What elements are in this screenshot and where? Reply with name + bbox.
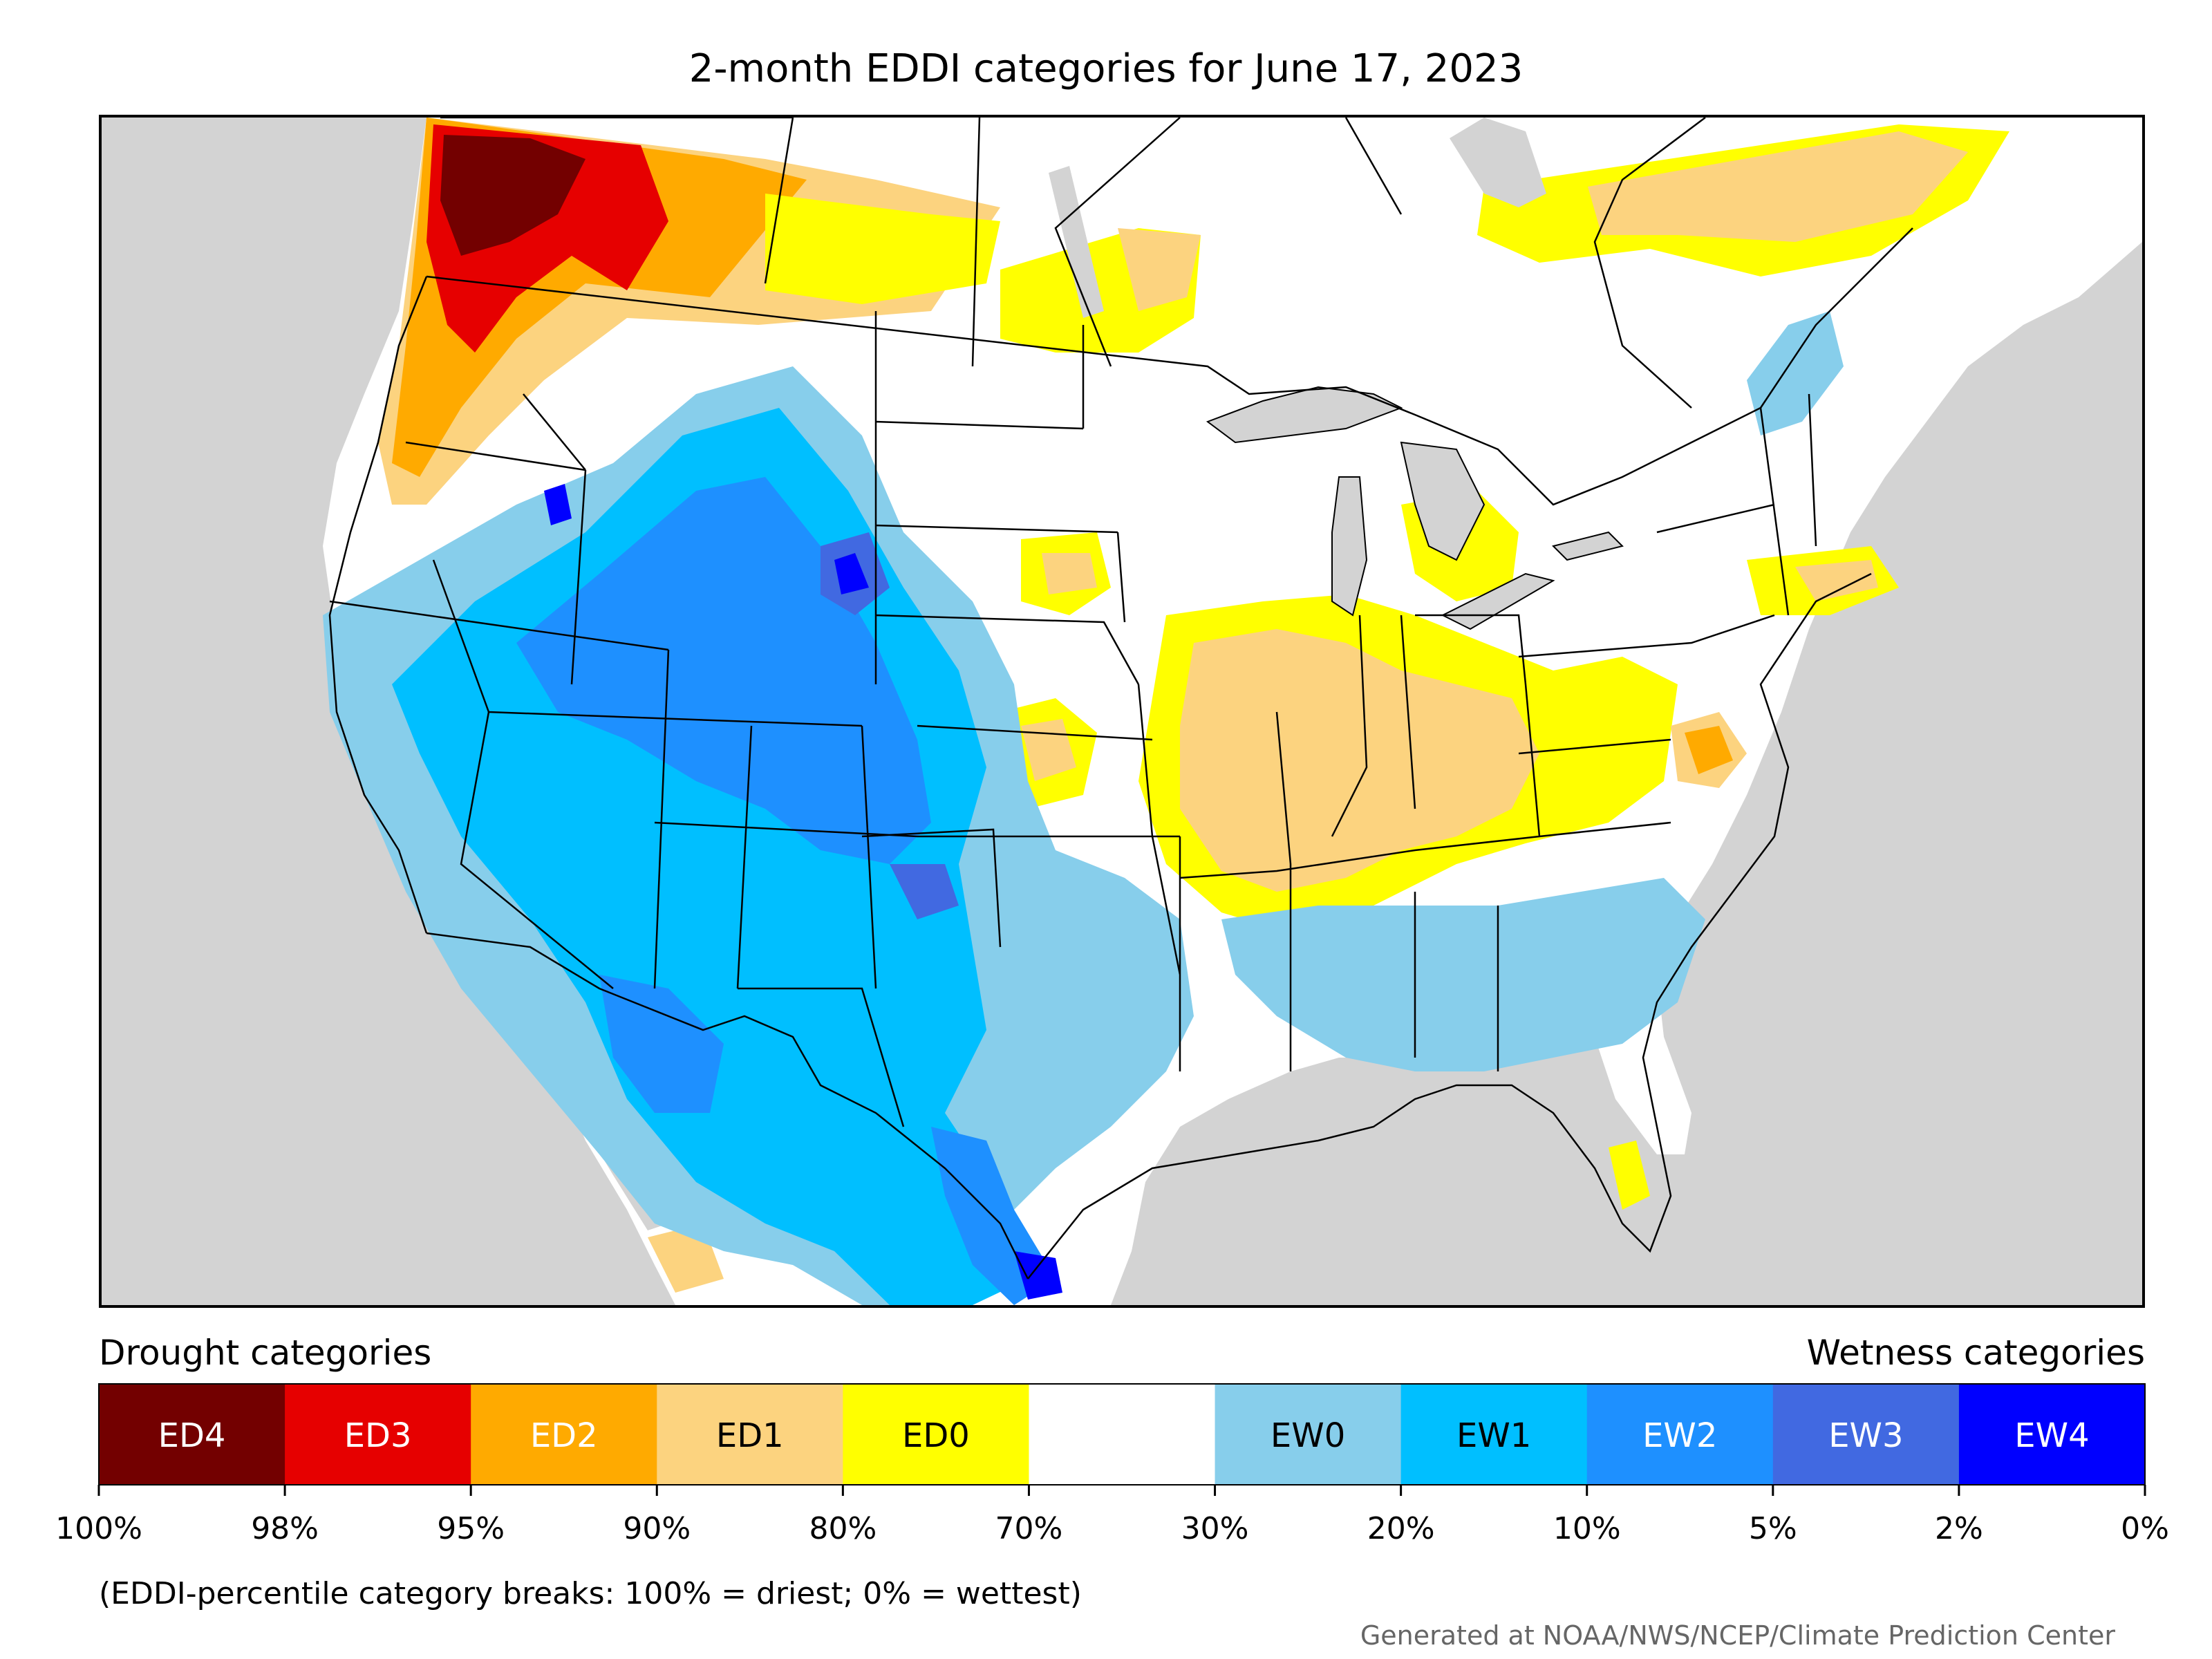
drought-canada-ed0	[765, 194, 1000, 304]
canada-provinces	[440, 118, 1706, 409]
state-lines-west	[329, 393, 1002, 1127]
lake-michigan	[1331, 476, 1368, 617]
legend-label-ed3: ED3	[344, 1416, 412, 1455]
legend-tick-label: 10%	[1553, 1511, 1621, 1546]
lake-superior	[1206, 386, 1403, 444]
legend-tick-label: 30%	[1181, 1511, 1249, 1546]
legend-swatch-ed1	[657, 1384, 843, 1485]
drought-florida-ed0	[1609, 1141, 1650, 1210]
drought-bc-ed4	[440, 135, 585, 256]
wetness-categories-label: Wetness categories	[1806, 1333, 2145, 1373]
credit-text: Generated at NOAA/NWS/NCEP/Climate Predi…	[1360, 1620, 2115, 1651]
legend-tick-label: 2%	[1935, 1511, 1983, 1546]
wet-northeast-ew0	[1747, 311, 1844, 435]
lake-ontario	[1552, 531, 1624, 561]
wet-panhandle-ew3	[890, 864, 959, 919]
drought-virginia-ed2	[1685, 726, 1733, 774]
legend-swatch-ed0	[843, 1384, 1029, 1485]
coastline-gulf	[1027, 572, 1872, 1280]
legend-tick-label: 80%	[809, 1511, 877, 1546]
legend-tick-label: 5%	[1749, 1511, 1797, 1546]
drought-manitoba-ed1	[1118, 228, 1201, 311]
wet-colorado-ew4	[834, 553, 869, 594]
drought-sd-ed1	[1042, 553, 1097, 594]
legend-label-ed0: ED0	[902, 1416, 970, 1455]
category-colorbar: ED4 ED3 ED2 ED1 ED0 EW0 EW1 EW2 EW3 EW4 100% 98% 95…	[55, 1383, 2169, 1546]
drought-categories-label: Drought categories	[99, 1333, 432, 1373]
border-lines	[328, 118, 1913, 1280]
legend-tick-label: 95%	[437, 1511, 505, 1546]
legend-swatch-ed4	[99, 1384, 285, 1485]
state-lines-central	[874, 311, 1181, 1071]
state-lines-east	[1179, 393, 1817, 1071]
legend-tick-label: 90%	[623, 1511, 691, 1546]
eddi-map	[323, 118, 2142, 1305]
us-mexico-border	[426, 932, 1029, 1280]
lake-huron	[1400, 441, 1485, 561]
drought-newengland-ed1	[1795, 560, 1878, 601]
legend-swatch-neutral	[1029, 1384, 1216, 1485]
category-breaks-note: (EDDI-percentile category breaks: 100% =…	[99, 1576, 1082, 1611]
wet-az-ew2	[599, 975, 724, 1113]
legend-swatch-ew0	[1215, 1384, 1402, 1485]
legend-label-ed1: ED1	[716, 1416, 784, 1455]
wet-texas-coast-ew4	[1014, 1251, 1062, 1300]
drought-midwest-ed1	[1180, 629, 1539, 892]
legend-swatch-ed2	[471, 1384, 657, 1485]
legend-label-ew1: EW1	[1456, 1416, 1531, 1455]
colorbar-outline	[98, 1383, 2146, 1485]
legend-label-ew4: EW4	[2014, 1416, 2089, 1455]
legend-label-ew0: EW0	[1271, 1416, 1345, 1455]
legend-swatch-ew1	[1400, 1384, 1588, 1485]
us-canada-border	[426, 227, 1913, 506]
legend-swatch-ew2	[1586, 1384, 1774, 1485]
map-panel	[99, 115, 2145, 1308]
wet-wyoming-ew4	[544, 484, 572, 525]
wet-southeast-ew0	[1221, 878, 1705, 1071]
legend-tick-label: 100%	[55, 1511, 142, 1546]
coastline-west	[328, 276, 428, 934]
legend-tick-label: 70%	[995, 1511, 1063, 1546]
legend-tick-label: 20%	[1367, 1511, 1435, 1546]
legend-swatch-ed3	[285, 1384, 471, 1485]
map-title: 2-month EDDI categories for June 17, 202…	[688, 46, 1524, 91]
legend-swatch-ew4	[1958, 1384, 2146, 1485]
legend-label-ed4: ED4	[158, 1416, 226, 1455]
lake-canada	[1450, 118, 1546, 207]
legend-tick-label: 0%	[2121, 1511, 2169, 1546]
legend-label-ew2: EW2	[1642, 1416, 1717, 1455]
legend-label-ed2: ED2	[530, 1416, 598, 1455]
legend-swatch-ew3	[1772, 1384, 1960, 1485]
drought-quebec-ed1	[1588, 131, 1968, 242]
legend-tick-label: 98%	[251, 1511, 319, 1546]
lake-winnipeg	[1049, 166, 1104, 318]
legend-label-ew3: EW3	[1828, 1416, 1903, 1455]
